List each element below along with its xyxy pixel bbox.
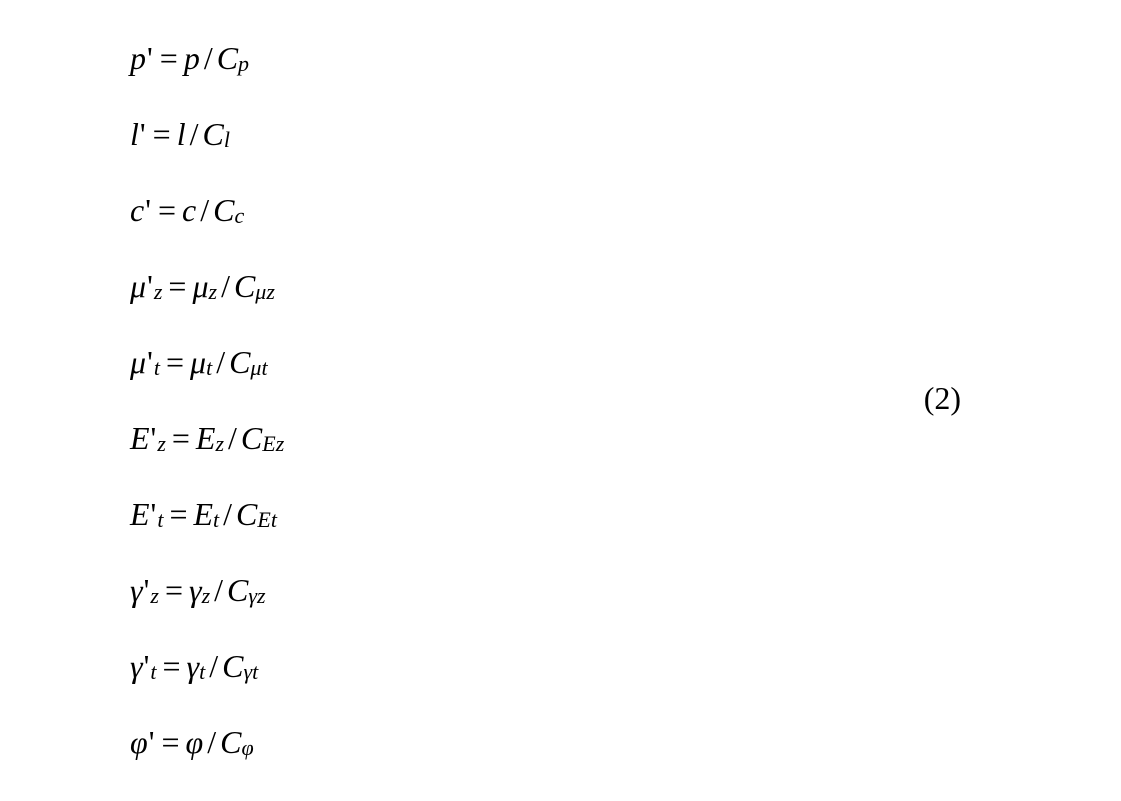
C-sub: γz <box>248 585 265 607</box>
prime: ' <box>144 574 150 606</box>
lhs-sub: z <box>150 585 159 607</box>
lhs-sub: t <box>150 661 156 683</box>
slash: / <box>221 270 230 302</box>
prime: ' <box>140 118 146 150</box>
prime: ' <box>147 346 153 378</box>
lhs-var: γ <box>130 650 143 682</box>
lhs-var: φ <box>130 726 148 758</box>
lhs-var: l <box>130 118 139 150</box>
rhs-var: γ <box>189 574 202 606</box>
slash: / <box>190 118 199 150</box>
rhs-var: E <box>196 422 216 454</box>
rhs-sub: z <box>215 433 224 455</box>
equals: = <box>169 498 187 530</box>
rhs-var: μ <box>192 270 208 302</box>
C: C <box>236 498 257 530</box>
prime: ' <box>149 726 155 758</box>
C-sub: γt <box>244 661 259 683</box>
equals: = <box>165 574 183 606</box>
rhs-sub: z <box>209 281 218 303</box>
equals: = <box>166 346 184 378</box>
C: C <box>220 726 241 758</box>
rhs-sub: z <box>202 585 211 607</box>
equation-line: c ' = c / C c <box>130 172 284 248</box>
equation-line: E ' t = E t / C Et <box>130 476 284 552</box>
rhs-var: φ <box>186 726 204 758</box>
slash: / <box>223 498 232 530</box>
prime: ' <box>145 194 151 226</box>
rhs-var: μ <box>190 346 206 378</box>
equation-line: μ ' t = μ t / C μt <box>130 324 284 400</box>
C-sub: p <box>238 53 249 75</box>
equals: = <box>158 194 176 226</box>
page: p ' = p / C p l ' = l / C l c ' = c <box>0 0 1121 801</box>
lhs-var: γ <box>130 574 143 606</box>
rhs-var: E <box>193 498 213 530</box>
equals: = <box>160 42 178 74</box>
C: C <box>241 422 262 454</box>
C: C <box>217 42 238 74</box>
lhs-var: μ <box>130 270 146 302</box>
equals: = <box>168 270 186 302</box>
equals: = <box>163 650 181 682</box>
equation-line: φ ' = φ / C φ <box>130 704 284 780</box>
rhs-var: c <box>182 194 196 226</box>
equation-line: E ' z = E z / C Ez <box>130 400 284 476</box>
C-sub: l <box>224 129 230 151</box>
rhs-sub: t <box>206 357 212 379</box>
lhs-var: E <box>130 498 150 530</box>
rhs-sub: t <box>199 661 205 683</box>
slash: / <box>200 194 209 226</box>
C: C <box>213 194 234 226</box>
equals: = <box>153 118 171 150</box>
prime: ' <box>147 42 153 74</box>
slash: / <box>204 42 213 74</box>
prime: ' <box>144 650 150 682</box>
C-sub: φ <box>241 737 253 759</box>
equation-line: l ' = l / C l <box>130 96 284 172</box>
C: C <box>202 118 223 150</box>
C: C <box>222 650 243 682</box>
rhs-var: l <box>177 118 186 150</box>
C-sub: Et <box>257 509 277 531</box>
prime: ' <box>151 498 157 530</box>
lhs-sub: t <box>154 357 160 379</box>
equation-line: p ' = p / C p <box>130 20 284 96</box>
lhs-var: E <box>130 422 150 454</box>
equation-line: γ ' t = γ t / C γt <box>130 628 284 704</box>
C: C <box>227 574 248 606</box>
prime: ' <box>147 270 153 302</box>
lhs-sub: t <box>157 509 163 531</box>
C-sub: μz <box>255 281 275 303</box>
equation-line: γ ' z = γ z / C γz <box>130 552 284 628</box>
slash: / <box>207 726 216 758</box>
lhs-var: c <box>130 194 144 226</box>
equation-line: μ ' z = μ z / C μz <box>130 248 284 324</box>
lhs-sub: z <box>157 433 166 455</box>
C-sub: Ez <box>262 433 284 455</box>
lhs-var: μ <box>130 346 146 378</box>
prime: ' <box>151 422 157 454</box>
rhs-var: γ <box>187 650 200 682</box>
equals: = <box>172 422 190 454</box>
C-sub: μt <box>250 357 267 379</box>
slash: / <box>216 346 225 378</box>
slash: / <box>209 650 218 682</box>
slash: / <box>228 422 237 454</box>
equals: = <box>161 726 179 758</box>
equation-block: p ' = p / C p l ' = l / C l c ' = c <box>130 20 284 780</box>
equation-number: (2) <box>924 380 961 417</box>
rhs-sub: t <box>213 509 219 531</box>
C-sub: c <box>234 205 244 227</box>
lhs-var: p <box>130 42 146 74</box>
C: C <box>229 346 250 378</box>
lhs-sub: z <box>154 281 163 303</box>
slash: / <box>214 574 223 606</box>
rhs-var: p <box>184 42 200 74</box>
C: C <box>234 270 255 302</box>
